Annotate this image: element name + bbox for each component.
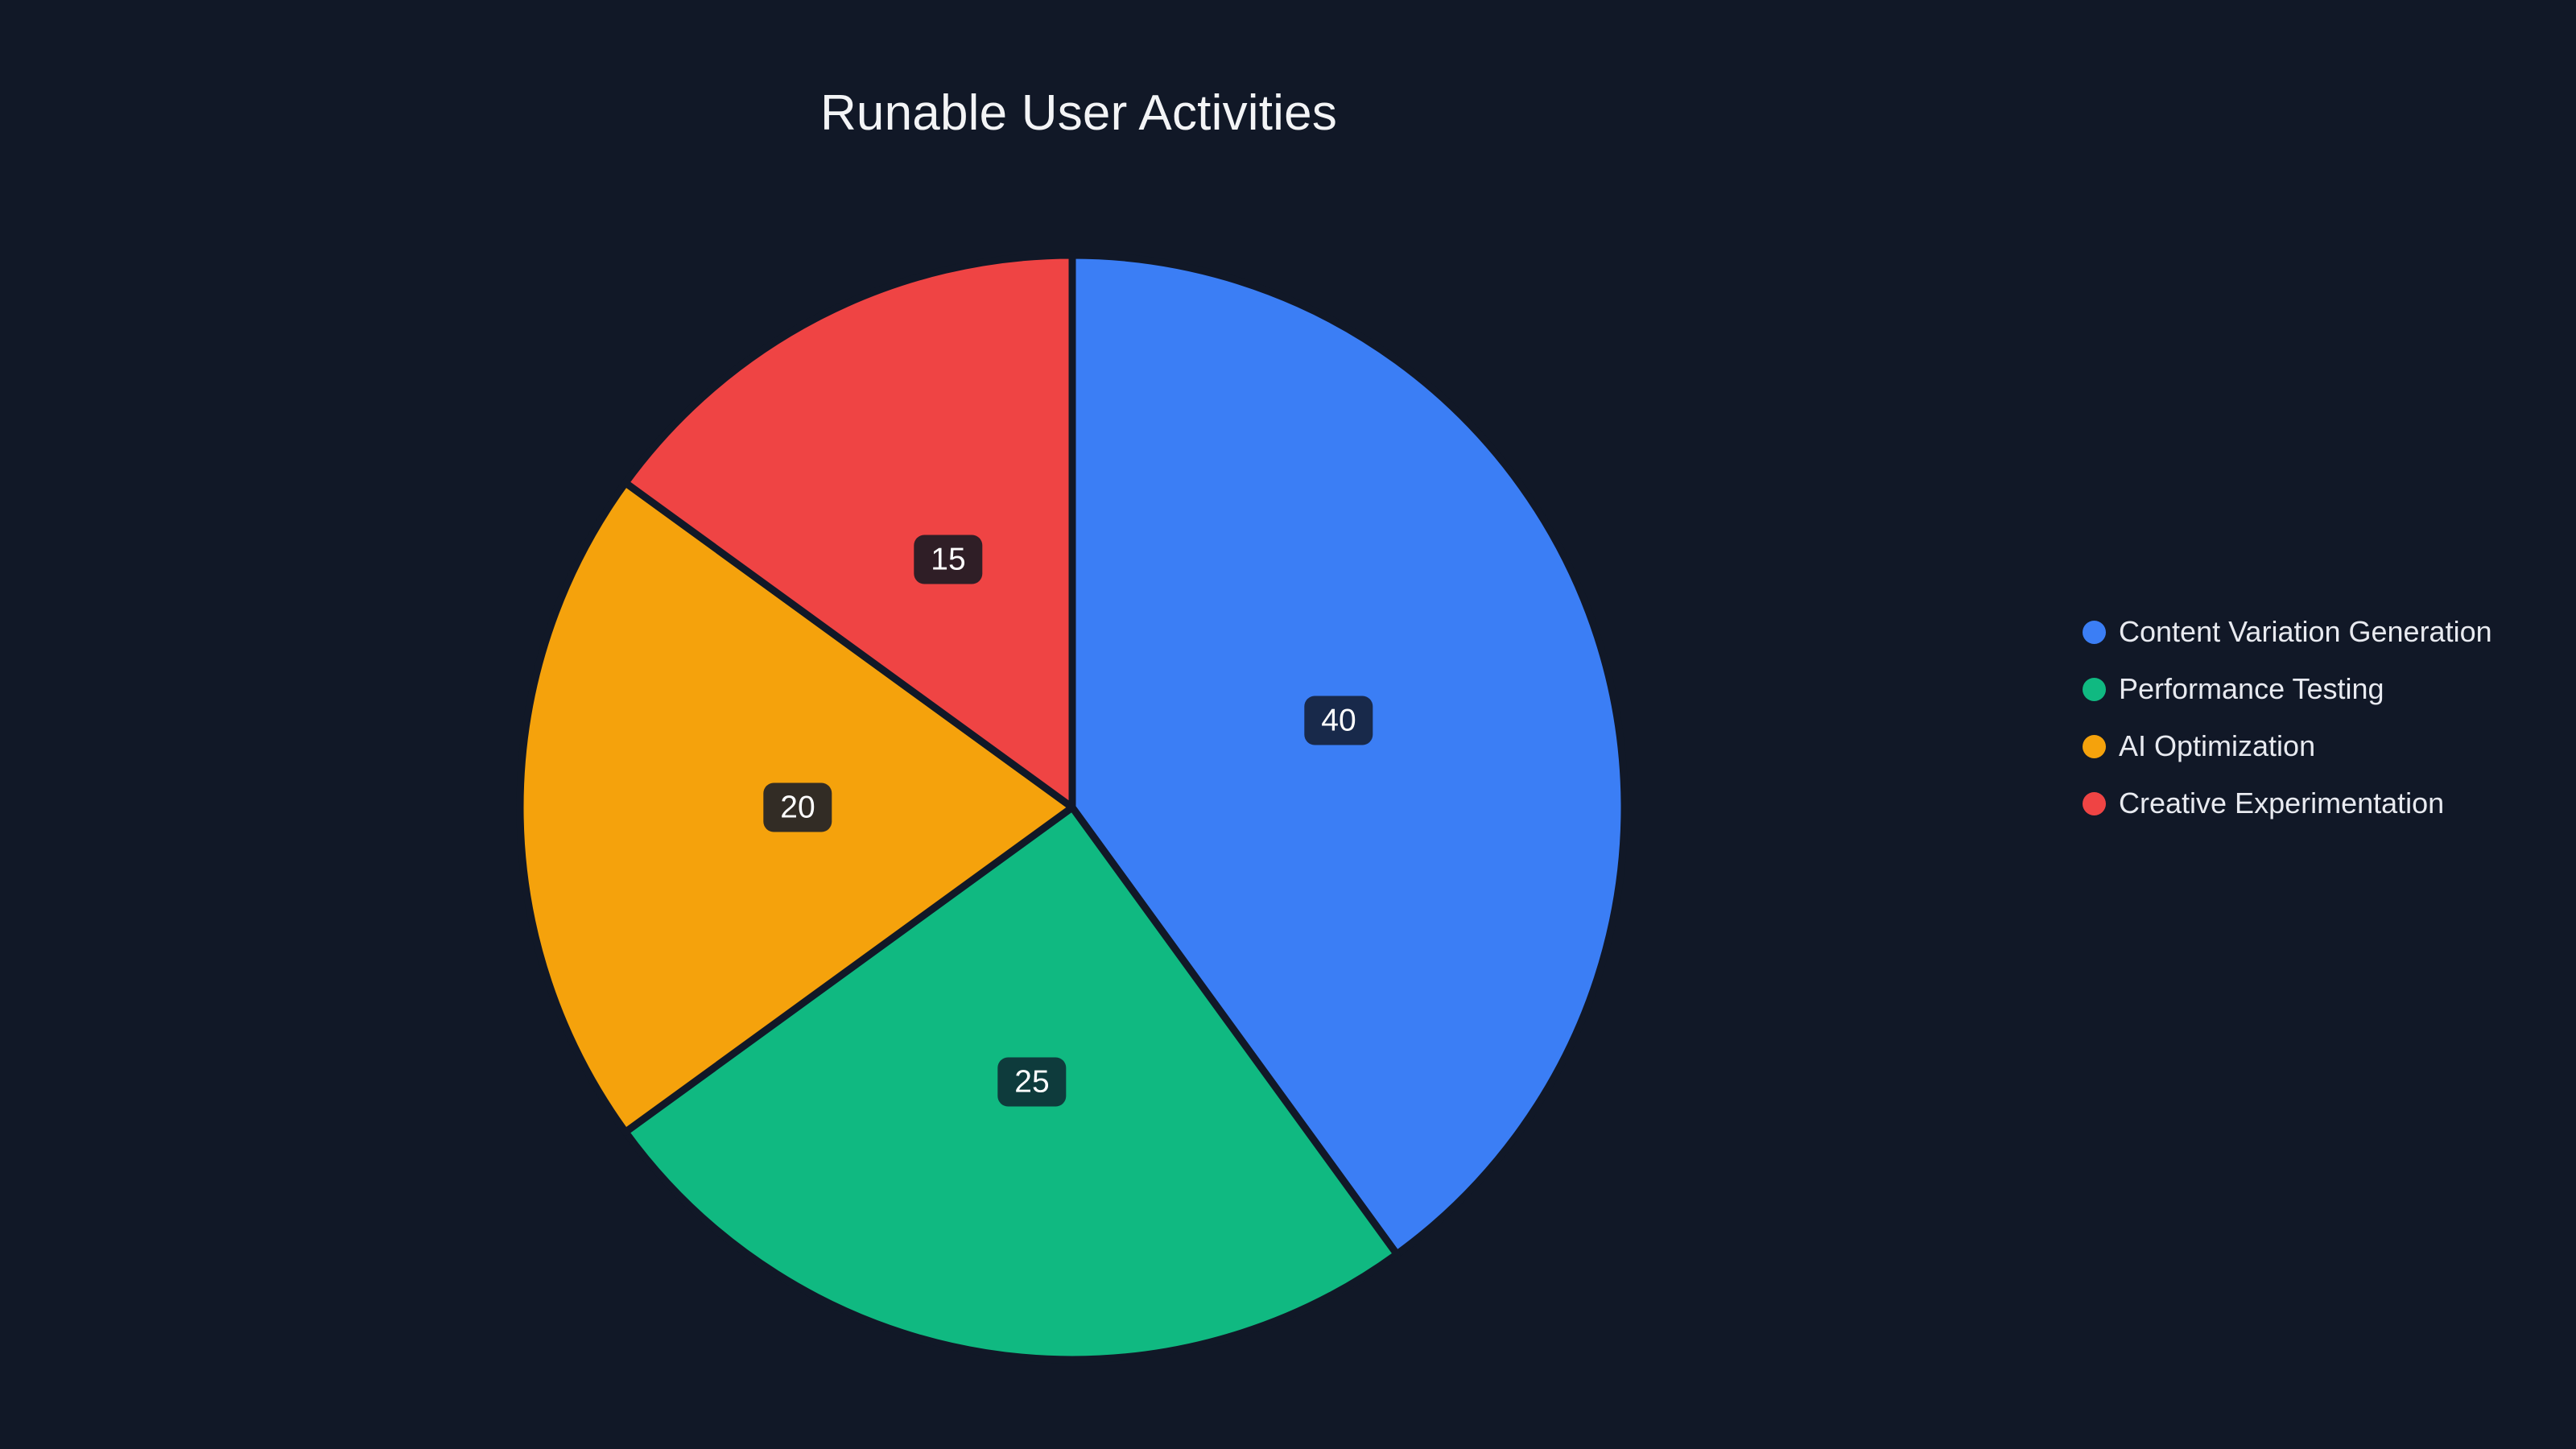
- legend-swatch-icon: [2083, 620, 2106, 644]
- legend-item[interactable]: Content Variation Generation: [2083, 612, 2492, 652]
- legend-swatch-icon: [2083, 677, 2106, 701]
- chart-legend: Content Variation Generation Performance …: [2083, 612, 2492, 824]
- pie-svg: [516, 251, 1629, 1364]
- pie-slice[interactable]: [621, 251, 1076, 811]
- slice-value-label: 20: [763, 782, 832, 832]
- legend-item[interactable]: Creative Experimentation: [2083, 783, 2492, 824]
- legend-item-label: Creative Experimentation: [2119, 786, 2445, 819]
- slice-value-label: 25: [997, 1057, 1067, 1107]
- legend-item-label: Performance Testing: [2119, 672, 2384, 705]
- pie-slices-group: [516, 251, 1629, 1364]
- legend-item[interactable]: AI Optimization: [2083, 726, 2492, 766]
- legend-item[interactable]: Performance Testing: [2083, 669, 2492, 709]
- pie-plot-area: 40 25 20 15: [516, 251, 1629, 1364]
- slice-value-label: 15: [914, 535, 983, 584]
- legend-item-label: AI Optimization: [2119, 729, 2316, 762]
- legend-item-label: Content Variation Generation: [2119, 615, 2492, 648]
- chart-title: Runable User Activities: [819, 85, 1338, 141]
- pie-slice[interactable]: [1068, 251, 1629, 1258]
- legend-swatch-icon: [2083, 791, 2106, 815]
- slice-value-label: 40: [1304, 696, 1373, 745]
- legend-swatch-icon: [2083, 734, 2106, 758]
